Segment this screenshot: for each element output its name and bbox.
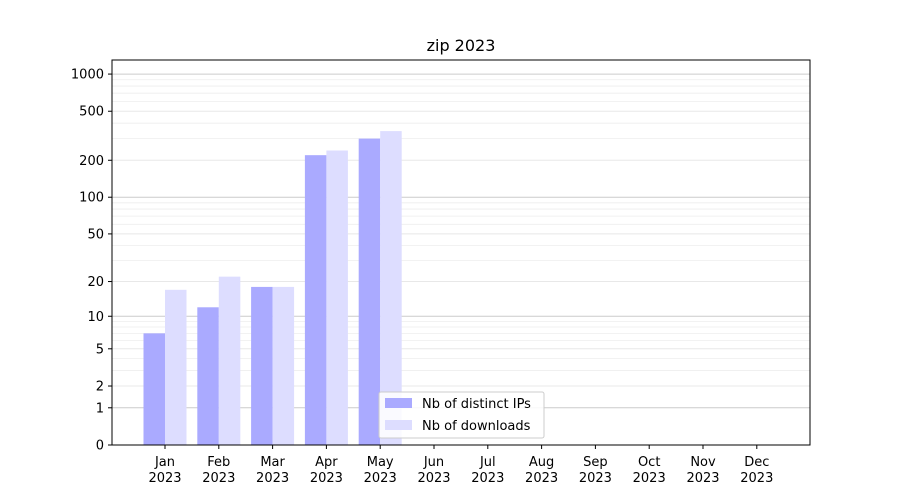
y-tick-label: 1: [96, 401, 104, 416]
legend-label-distinct-ips: Nb of distinct IPs: [422, 397, 531, 412]
y-tick-label: 10: [87, 310, 104, 325]
x-tick-label-month: Jun: [423, 455, 444, 470]
x-tick-label-year: 2023: [202, 471, 235, 486]
x-tick-label-month: Jan: [154, 455, 175, 470]
x-tick-label-year: 2023: [579, 471, 612, 486]
bar-downloads: [272, 286, 295, 445]
x-tick-label-year: 2023: [417, 471, 450, 486]
x-tick-label-year: 2023: [471, 471, 504, 486]
x-tick-label-month: Nov: [690, 455, 716, 470]
x-tick-label-month: Feb: [207, 455, 230, 470]
x-tick-label-year: 2023: [686, 471, 719, 486]
bar-downloads: [165, 289, 187, 445]
legend-label-downloads: Nb of downloads: [422, 419, 531, 434]
y-tick-label: 50: [87, 227, 104, 242]
y-tick-label: 2: [96, 380, 104, 395]
legend: Nb of distinct IPs Nb of downloads: [378, 391, 545, 439]
y-axis: 0 1 2 5 10 20 50 100 200 500 1000: [71, 68, 112, 454]
x-tick-label-year: 2023: [633, 471, 666, 486]
x-tick-label-month: Oct: [638, 455, 660, 470]
y-tick-label: 100: [79, 191, 104, 206]
x-tick-label-year: 2023: [525, 471, 558, 486]
y-tick-label: 500: [79, 105, 104, 120]
x-tick-label-year: 2023: [364, 471, 397, 486]
legend-swatch-distinct-ips: [385, 398, 412, 408]
legend-box: [378, 391, 545, 439]
y-tick-label: 5: [96, 342, 104, 357]
bar-distinct-ips: [251, 286, 273, 445]
y-tick-label: 200: [79, 154, 104, 169]
bar-distinct-ips: [304, 155, 327, 446]
bar-distinct-ips: [143, 333, 165, 445]
y-tick-label: 20: [87, 275, 104, 290]
x-tick-label-year: 2023: [740, 471, 773, 486]
x-tick-label-month: Mar: [260, 455, 285, 470]
x-tick-label-month: Sep: [583, 455, 608, 470]
bar-downloads: [218, 276, 241, 445]
x-axis: Jan2023Feb2023Mar2023Apr2023May2023Jun20…: [148, 445, 773, 486]
x-tick-label-year: 2023: [256, 471, 289, 486]
bar-distinct-ips: [358, 138, 381, 445]
bar-downloads: [380, 131, 402, 446]
x-tick-label-year: 2023: [148, 471, 181, 486]
x-tick-label-month: Aug: [529, 455, 554, 470]
x-tick-label-month: Dec: [744, 455, 769, 470]
y-tick-label: 1000: [71, 68, 104, 83]
x-tick-label-month: Apr: [315, 455, 338, 470]
plot-frame: [111, 59, 811, 446]
x-tick-label-month: May: [367, 455, 394, 470]
bars: [143, 131, 402, 446]
legend-swatch-downloads: [385, 420, 412, 430]
y-tick-label: 0: [96, 439, 104, 454]
chart-title: zip 2023: [427, 36, 496, 55]
bar-distinct-ips: [197, 307, 219, 445]
x-tick-label-month: Jul: [479, 455, 496, 470]
x-tick-label-year: 2023: [310, 471, 343, 486]
bar-downloads: [326, 150, 348, 445]
